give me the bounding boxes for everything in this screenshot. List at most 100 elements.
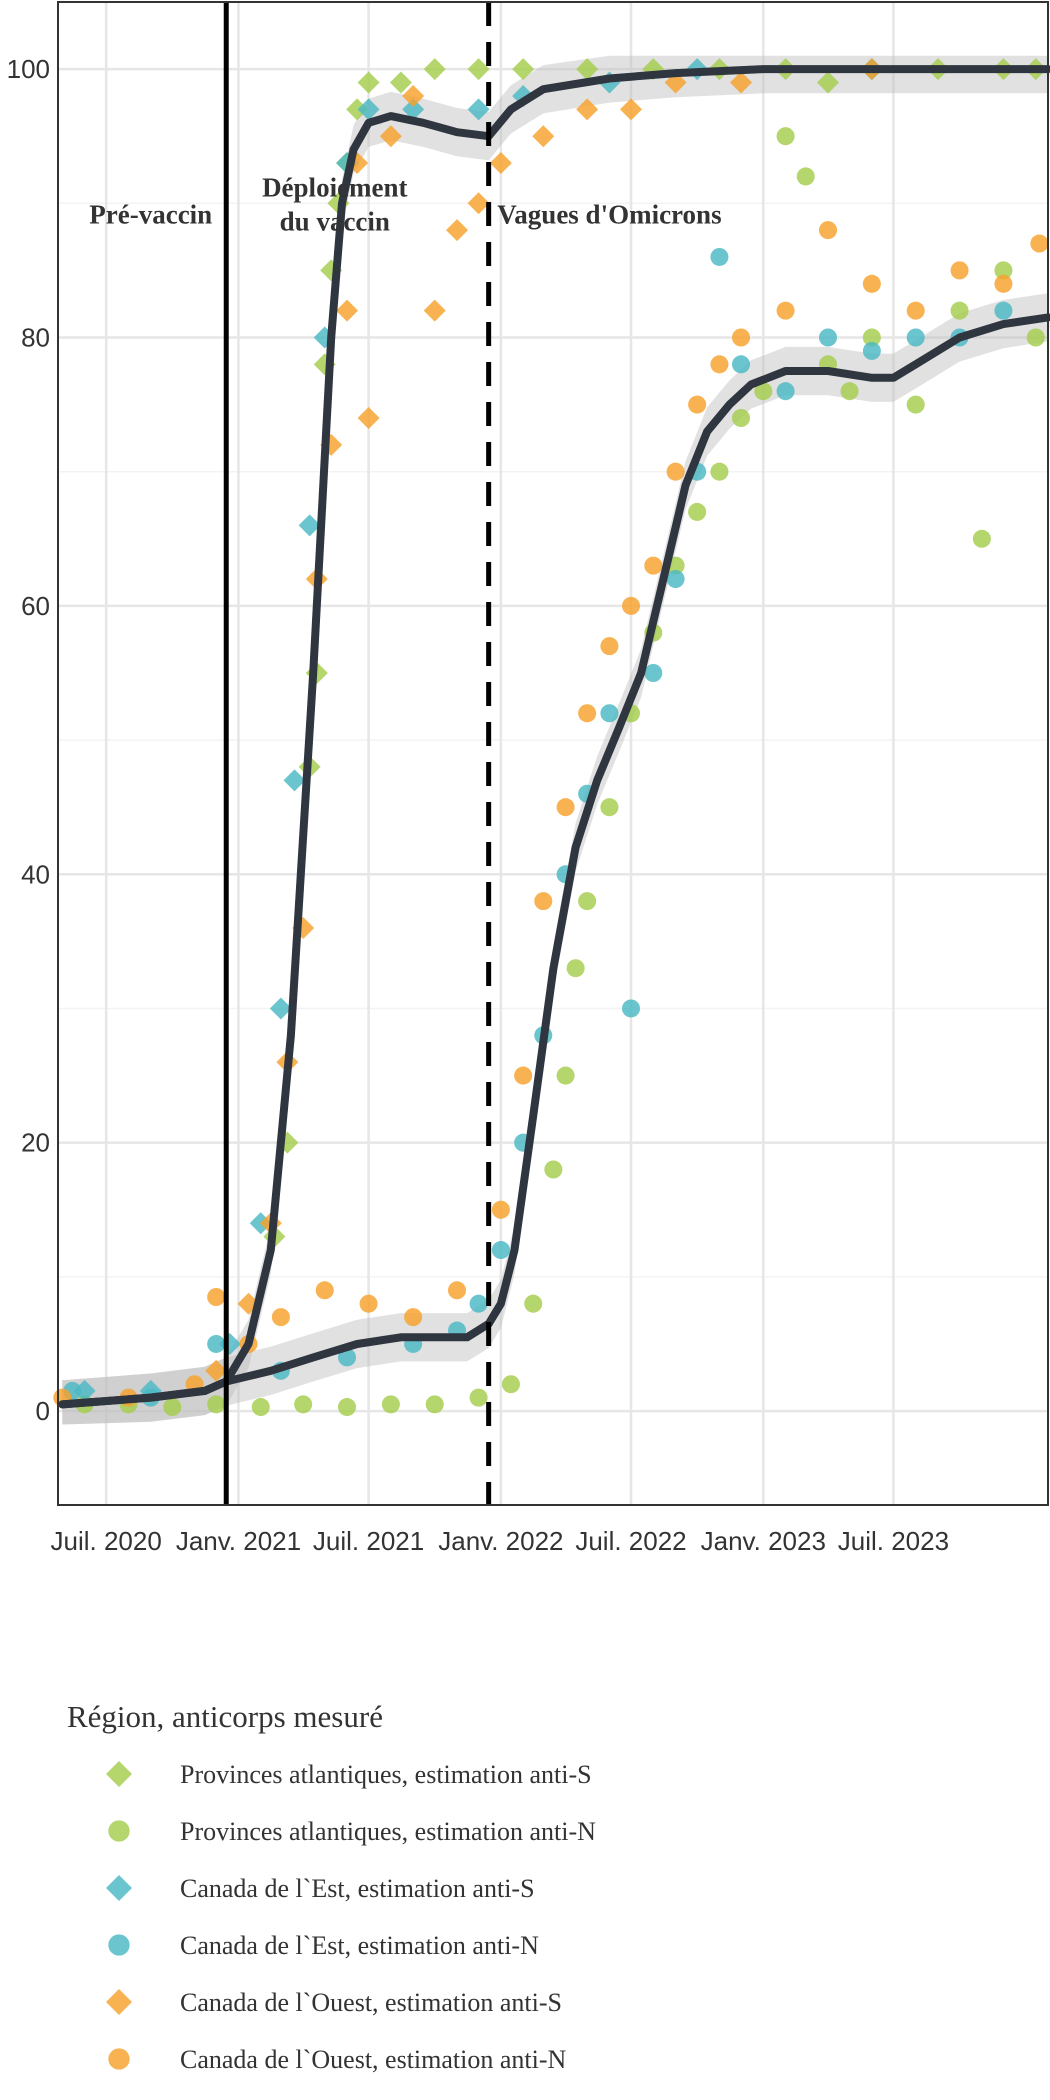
data-point: [710, 462, 729, 481]
data-point: [644, 556, 663, 575]
data-point: [840, 382, 859, 401]
data-point: [600, 704, 619, 723]
data-point: [357, 98, 380, 121]
data-point: [776, 301, 795, 320]
data-point: [467, 58, 490, 81]
data-point: [906, 328, 925, 347]
data-point: [556, 798, 575, 817]
data-point: [283, 769, 306, 792]
data-point: [389, 71, 412, 94]
x-tick-label: Juil. 2021: [313, 1526, 424, 1556]
data-point: [994, 301, 1013, 320]
data-point: [566, 959, 585, 978]
data-point: [688, 395, 707, 414]
data-point: [207, 1395, 226, 1414]
legend: Région, anticorps mesuré Provinces atlan…: [67, 1699, 596, 2074]
legend-item: Provinces atlantiques, estimation anti-N: [108, 1817, 596, 1846]
y-tick-label: 100: [7, 54, 50, 84]
data-point: [271, 1308, 290, 1327]
x-tick-label: Juil. 2020: [51, 1526, 162, 1556]
y-tick-label: 20: [21, 1128, 50, 1158]
data-point: [357, 71, 380, 94]
data-point: [621, 999, 641, 1018]
data-point: [994, 274, 1013, 293]
data-point: [532, 125, 555, 148]
data-point: [972, 529, 991, 548]
legend-item: Canada de l`Est, estimation anti-S: [106, 1874, 535, 1903]
data-point: [862, 341, 881, 360]
data-point: [666, 462, 685, 481]
data-point: [501, 1375, 520, 1394]
data-point: [544, 1160, 563, 1179]
y-tick-label: 40: [21, 859, 50, 889]
data-point: [489, 152, 512, 175]
legend-label: Canada de l`Ouest, estimation anti-N: [180, 2045, 567, 2074]
legend-key: [106, 1875, 132, 1901]
data-point: [423, 58, 446, 81]
data-point: [731, 408, 751, 428]
data-point: [467, 192, 490, 215]
data-point: [776, 382, 795, 401]
legend-label: Provinces atlantiques, estimation anti-S: [180, 1760, 592, 1789]
panel-border: [57, 1, 1049, 1506]
smooth-trend-lines: [58, 65, 1050, 1409]
legend-key: [108, 1934, 130, 1956]
legend-item: Canada de l`Est, estimation anti-N: [108, 1931, 539, 1960]
data-point: [862, 274, 881, 293]
legend-item: Canada de l`Ouest, estimation anti-S: [106, 1988, 562, 2017]
phase-label-3: Vagues d'Omicrons: [497, 199, 721, 229]
data-point: [862, 328, 881, 347]
data-point: [731, 355, 751, 374]
data-point: [1030, 234, 1049, 253]
data-point: [491, 1241, 510, 1260]
legend-item: Canada de l`Ouest, estimation anti-N: [108, 2045, 567, 2074]
data-point: [237, 1292, 260, 1315]
data-point: [600, 798, 619, 817]
data-point: [514, 1066, 533, 1085]
data-point: [796, 167, 815, 186]
data-point: [578, 704, 597, 723]
data-point: [298, 514, 321, 537]
data-point: [205, 1359, 228, 1382]
data-point: [524, 1294, 543, 1313]
phase-label-2: Déploiement: [262, 173, 407, 203]
legend-key: [106, 1989, 132, 2015]
data-point: [710, 247, 729, 266]
smooth-line-anti-N: [58, 313, 1050, 1409]
data-point: [294, 1395, 313, 1414]
data-point: [467, 98, 490, 121]
data-point: [644, 663, 663, 683]
legend-label: Canada de l`Est, estimation anti-S: [180, 1874, 535, 1903]
data-point: [207, 1334, 226, 1353]
x-tick-label: Janv. 2022: [438, 1526, 563, 1556]
data-point: [425, 1395, 444, 1414]
x-tick-label: Juil. 2023: [838, 1526, 949, 1556]
data-point: [469, 1294, 488, 1313]
data-point: [491, 1200, 510, 1219]
phase-label-2: du vaccin: [280, 207, 390, 237]
data-point: [251, 1398, 270, 1417]
data-point: [269, 997, 292, 1020]
data-point: [359, 1294, 378, 1313]
data-point: [447, 1281, 467, 1300]
data-point: [534, 892, 553, 911]
data-point: [446, 219, 469, 242]
phase-labels: Pré-vaccin Déploiement du vaccin Vagues d'O…: [89, 173, 721, 237]
data-point: [950, 301, 969, 320]
data-point: [469, 1388, 488, 1407]
data-point: [381, 1395, 400, 1414]
data-point: [994, 261, 1013, 280]
legend-label: Provinces atlantiques, estimation anti-N: [180, 1817, 596, 1846]
data-point: [337, 1348, 357, 1367]
data-point: [906, 395, 925, 414]
data-point: [315, 1281, 334, 1300]
data-point: [688, 502, 707, 521]
data-point: [710, 355, 729, 374]
data-point: [423, 299, 446, 322]
data-point: [730, 71, 753, 94]
legend-title: Région, anticorps mesuré: [67, 1699, 383, 1734]
data-point: [336, 299, 359, 322]
x-tick-label: Janv. 2023: [701, 1526, 826, 1556]
y-tick-label: 0: [36, 1396, 50, 1426]
